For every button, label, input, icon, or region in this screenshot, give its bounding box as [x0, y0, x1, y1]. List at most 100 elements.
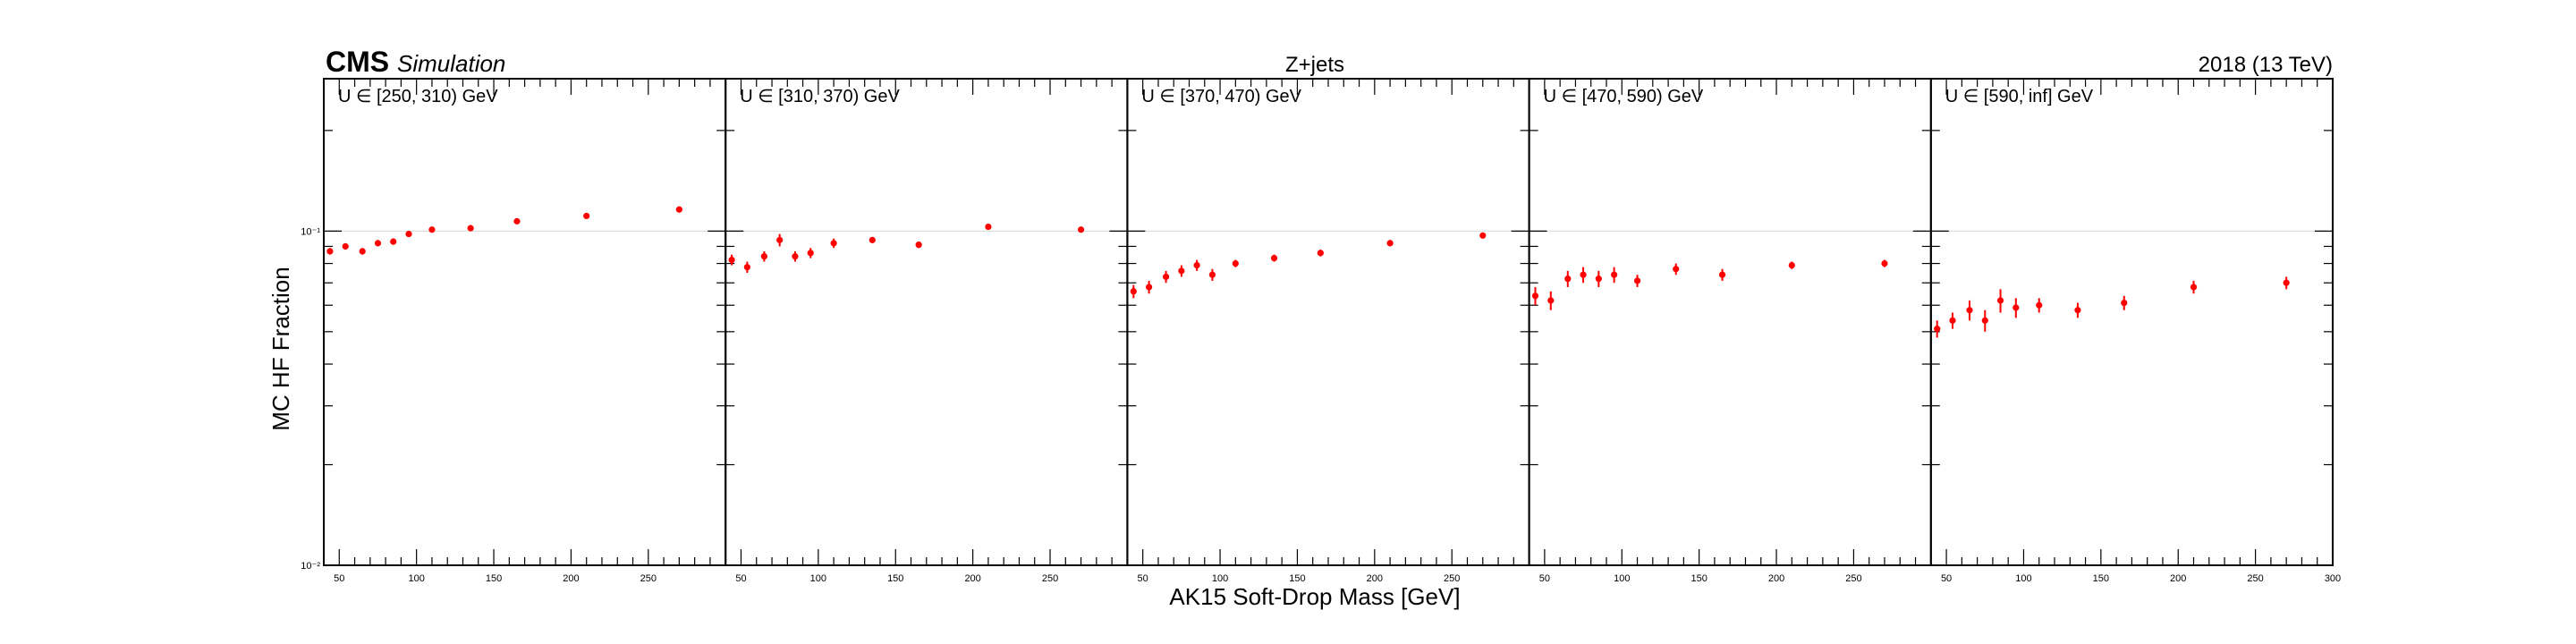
- data-point: [1788, 262, 1795, 269]
- data-point: [1547, 297, 1555, 304]
- data-point: [1881, 259, 1888, 267]
- x-tick-label: 250: [640, 573, 657, 584]
- y-tick-label: 10⁻²: [301, 561, 320, 572]
- data-point: [2190, 284, 2198, 291]
- lumi-label: 2018 (13 TeV): [2199, 53, 2333, 77]
- data-point: [1595, 275, 1602, 283]
- data-point: [513, 217, 521, 225]
- data-point: [583, 212, 590, 220]
- panel-label: U ∈ [590, inf] GeV: [1945, 87, 2094, 106]
- data-point: [467, 225, 474, 232]
- panel-frame: [1528, 78, 1932, 566]
- data-point: [1633, 277, 1641, 284]
- data-point: [1981, 317, 1988, 324]
- x-tick-label: 150: [486, 573, 502, 584]
- y-tick-label: 10⁻¹: [301, 226, 320, 237]
- x-tick-label: 250: [1042, 573, 1058, 584]
- panel-label: U ∈ [470, 590) GeV: [1544, 87, 1704, 106]
- data-point: [830, 240, 837, 247]
- panel-frame: [1929, 78, 2334, 566]
- x-tick-label: 100: [810, 573, 826, 584]
- x-tick-label: 200: [1768, 573, 1784, 584]
- x-tick-label: 200: [2170, 573, 2186, 584]
- x-tick-label: 250: [1845, 573, 1861, 584]
- data-point: [2121, 299, 2128, 307]
- data-point: [1966, 307, 1973, 314]
- data-point: [1145, 284, 1153, 291]
- data-point: [1162, 273, 1170, 281]
- x-tick-label: 50: [1539, 573, 1550, 584]
- data-point: [743, 264, 750, 271]
- x-tick-label: 150: [2093, 573, 2109, 584]
- data-point: [776, 236, 784, 243]
- data-point: [1208, 271, 1216, 278]
- data-point: [728, 256, 735, 264]
- data-point: [1232, 259, 1239, 267]
- data-point: [342, 242, 349, 250]
- panel-label: U ∈ [370, 470) GeV: [1141, 87, 1301, 106]
- x-tick-label: 250: [1444, 573, 1460, 584]
- x-tick-label: 100: [1614, 573, 1630, 584]
- x-tick-label: 50: [1941, 573, 1952, 584]
- x-tick-label: 200: [964, 573, 980, 584]
- y-axis-title: MC HF Fraction: [267, 267, 294, 430]
- data-point: [1996, 297, 2004, 304]
- x-tick-label: 200: [563, 573, 579, 584]
- x-tick-label: 50: [334, 573, 344, 584]
- data-point: [807, 250, 814, 257]
- x-tick-label: 250: [2247, 573, 2263, 584]
- data-point: [326, 248, 334, 255]
- data-point: [1718, 271, 1726, 278]
- data-point: [675, 206, 682, 213]
- data-point: [1178, 267, 1185, 275]
- data-point: [1479, 232, 1487, 239]
- data-point: [2012, 304, 2020, 311]
- process-title: Z+jets: [1285, 53, 1344, 77]
- panel-frame: [323, 78, 727, 566]
- x-tick-label: 100: [408, 573, 424, 584]
- panels: 50 100 150 200 250 U ∈ [250, 310) GeV 50 100 150…: [301, 78, 2341, 584]
- data-point: [2074, 307, 2081, 314]
- simulation-label: Simulation: [397, 50, 505, 77]
- x-tick-label: 150: [1289, 573, 1305, 584]
- data-point: [1386, 240, 1394, 247]
- data-point: [1564, 275, 1572, 283]
- data-point: [1531, 292, 1539, 300]
- cms-label: CMS: [326, 46, 389, 78]
- data-point: [985, 223, 992, 231]
- panel-frame: [1126, 78, 1530, 566]
- data-point: [1949, 317, 1956, 324]
- data-point: [760, 253, 767, 260]
- data-point: [405, 231, 412, 238]
- data-point: [374, 240, 382, 247]
- panel-label: U ∈ [250, 310) GeV: [338, 87, 498, 106]
- data-point: [1611, 271, 1618, 278]
- x-tick-label: 100: [2015, 573, 2031, 584]
- data-point: [2036, 301, 2043, 309]
- x-tick-label: 150: [887, 573, 903, 584]
- data-point: [428, 226, 436, 233]
- data-point: [390, 238, 397, 245]
- x-tick-label: 150: [1690, 573, 1707, 584]
- x-tick-label: 100: [1212, 573, 1228, 584]
- data-point: [1270, 254, 1278, 262]
- x-tick-label: 50: [735, 573, 746, 584]
- data-point: [915, 242, 922, 249]
- data-point: [2283, 279, 2290, 286]
- data-point: [1130, 288, 1137, 295]
- x-tick-label: 50: [1138, 573, 1148, 584]
- data-point: [1934, 326, 1941, 333]
- data-point: [1673, 266, 1680, 273]
- data-point: [792, 253, 799, 260]
- panel-frame: [724, 78, 1129, 566]
- data-point: [1580, 271, 1587, 278]
- data-point: [869, 236, 876, 243]
- x-axis-title: AK15 Soft-Drop Mass [GeV]: [1169, 583, 1460, 610]
- panel-label: U ∈ [310, 370) GeV: [740, 87, 900, 106]
- x-tick-label: 300: [2325, 573, 2341, 584]
- data-point: [1193, 262, 1200, 269]
- data-point: [1317, 250, 1324, 257]
- x-tick-label: 200: [1367, 573, 1383, 584]
- data-point: [1077, 226, 1085, 233]
